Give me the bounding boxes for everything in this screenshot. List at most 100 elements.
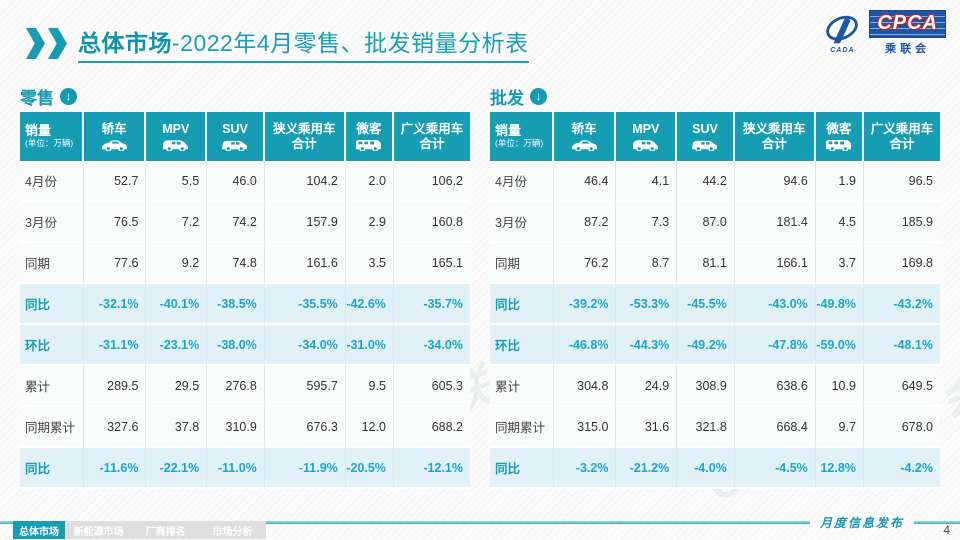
cell: 44.2 (677, 161, 735, 202)
row-label: 3月份 (20, 202, 84, 243)
footer-tab[interactable]: 市场分析 (199, 521, 266, 539)
swoosh-icon (826, 15, 859, 43)
row-label: 同期 (490, 243, 554, 284)
cell: 688.2 (393, 407, 470, 448)
table-row: 同比 -11.6% -22.1% -11.0% -11.9% -20.5% -12.1% (20, 448, 470, 489)
cell: 77.6 (83, 243, 147, 284)
cell: 161.6 (264, 243, 346, 284)
cell: 185.9 (863, 202, 940, 243)
column-header: MPV (146, 112, 208, 161)
cell: -35.5% (264, 284, 346, 325)
sedan-icon (101, 139, 127, 151)
cell: 308.9 (677, 366, 735, 407)
cell: 310.9 (207, 407, 265, 448)
cell: 595.7 (264, 366, 346, 407)
table-row: 累计 289.5 29.5 276.8 595.7 9.5 605.3 (20, 366, 470, 407)
cell: -21.2% (616, 448, 678, 489)
cell: 304.8 (553, 366, 617, 407)
table-row: 累计 304.8 24.9 308.9 638.6 10.9 649.5 (490, 366, 940, 407)
section-title: 零售 (20, 88, 54, 108)
table-row: 环比 -46.8% -44.3% -49.2% -47.8% -59.0% -48.1% (490, 325, 940, 366)
cada-text: CADA (830, 46, 855, 54)
footer-rule-line (914, 521, 960, 524)
footer-rule: 月度信息发布 (0, 514, 960, 531)
table-header-row: 销量 (单位：万辆) 轿车 MPV SUV 狭义乘用车 合计 微客 广义乘用车 合计 (490, 112, 940, 161)
cell: 31.6 (616, 407, 678, 448)
cell: 104.2 (264, 161, 346, 202)
cell: 157.9 (264, 202, 346, 243)
cell: 24.9 (616, 366, 678, 407)
cell: 12.8% (815, 448, 864, 489)
cell: -44.3% (616, 325, 678, 366)
title-row: 总体市场-2022年4月零售、批发销量分析表 (26, 24, 529, 63)
mpv-icon (633, 139, 659, 151)
cell: 3.5 (345, 243, 394, 284)
page-number: 4 (943, 523, 950, 537)
cell: -59.0% (815, 325, 864, 366)
cell: 2.9 (345, 202, 394, 243)
cell: -34.0% (264, 325, 346, 366)
footer-tab[interactable]: 新能源市场 (65, 521, 132, 539)
cell: 169.8 (863, 243, 940, 284)
cell: -40.1% (146, 284, 208, 325)
table-row: 3月份 87.2 7.3 87.0 181.4 4.5 185.9 (490, 202, 940, 243)
cell: -53.3% (616, 284, 678, 325)
cell: 76.5 (83, 202, 147, 243)
tables-region: 零售 ↓ 销量 (单位：万辆) 轿车 MPV SUV 狭义乘用车 合计 微客 广义乘用车 合计 4月份 5… (20, 85, 940, 489)
cell: -38.0% (207, 325, 265, 366)
column-header: 微客 (345, 112, 394, 161)
row-label: 累计 (490, 366, 554, 407)
page-title-rest: -2022年4月零售、批发销量分析表 (172, 30, 529, 56)
cell: -49.2% (677, 325, 735, 366)
arrow-down-circle-icon: ↓ (60, 87, 77, 105)
cell: 3.7 (815, 243, 864, 284)
cell: -4.0% (677, 448, 735, 489)
wholesale-heading: 批发 ↓ (490, 85, 940, 108)
row-label: 同期累计 (20, 407, 84, 448)
table-row: 同比 -3.2% -21.2% -4.0% -4.5% 12.8% -4.2% (490, 448, 940, 489)
cell: 9.5 (345, 366, 394, 407)
cell: -32.1% (83, 284, 147, 325)
retail-heading: 零售 ↓ (20, 85, 470, 108)
cell: -11.9% (264, 448, 346, 489)
cell: 276.8 (207, 366, 265, 407)
column-header: 狭义乘用车 合计 (734, 112, 816, 161)
cpca-acronym: CPCA (877, 12, 938, 34)
cell: -45.5% (677, 284, 735, 325)
cell: 165.1 (393, 243, 470, 284)
cell: -3.2% (553, 448, 617, 489)
row-label: 同比 (490, 448, 554, 489)
row-label: 环比 (490, 325, 554, 366)
table-row: 同比 -32.1% -40.1% -38.5% -35.5% -42.6% -35.7% (20, 284, 470, 325)
table-row: 4月份 52.7 5.5 46.0 104.2 2.0 106.2 (20, 161, 470, 202)
footer-tab[interactable]: 总体市场 (13, 521, 65, 539)
table-row: 同期累计 315.0 31.6 321.8 668.4 9.7 678.0 (490, 407, 940, 448)
cell: 52.7 (83, 161, 147, 202)
cell: -4.2% (863, 448, 940, 489)
row-label: 同期累计 (490, 407, 554, 448)
cpca-wordmark: CPCA 乘联会 (869, 10, 946, 56)
cell: -11.0% (207, 448, 265, 489)
cell: 46.0 (207, 161, 265, 202)
cell: -12.1% (393, 448, 470, 489)
cell: 74.2 (207, 202, 265, 243)
chevron-icon (26, 28, 45, 59)
wholesale-table: 销量 (单位：万辆) 轿车 MPV SUV 狭义乘用车 合计 微客 广义乘用车 合计 4月份 46.4… (490, 112, 940, 489)
cell: 106.2 (393, 161, 470, 202)
cell: -4.5% (734, 448, 816, 489)
cell: 12.0 (345, 407, 394, 448)
footer-tab[interactable]: 厂商排名 (132, 521, 199, 539)
column-header: SUV (207, 112, 265, 161)
cell: 327.6 (83, 407, 147, 448)
row-label: 环比 (20, 325, 84, 366)
cell: -34.0% (393, 325, 470, 366)
column-header: 微客 (815, 112, 864, 161)
column-header: SUV (677, 112, 735, 161)
cell: 4.5 (815, 202, 864, 243)
table-row: 环比 -31.1% -23.1% -38.0% -34.0% -31.0% -34.0% (20, 325, 470, 366)
column-header: 轿车 (553, 112, 617, 161)
cell: -22.1% (146, 448, 208, 489)
cell: -42.6% (345, 284, 394, 325)
cell: -31.0% (345, 325, 394, 366)
row-label: 4月份 (20, 161, 84, 202)
